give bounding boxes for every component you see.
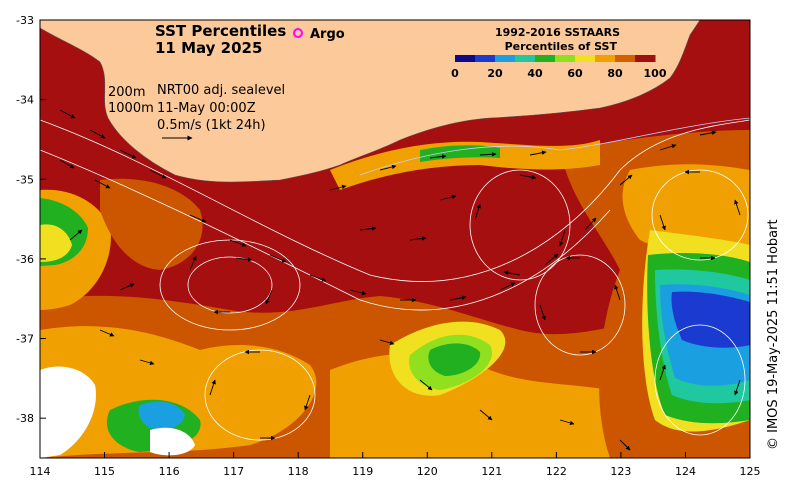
contour-eddy-2 xyxy=(469,169,571,281)
patch-south-deepgreen xyxy=(428,343,481,376)
legend-tick-label: 60 xyxy=(567,67,583,80)
current-vectors xyxy=(59,109,741,451)
patch-sw-blue xyxy=(138,401,185,430)
map-field xyxy=(40,20,750,458)
patch-sw-white xyxy=(40,366,96,458)
depth-200m-label: 200m xyxy=(108,85,145,100)
patch-sw-white2 xyxy=(150,427,195,456)
x-tick-label: 116 xyxy=(159,465,180,478)
sealevel-contours xyxy=(40,117,750,441)
patch-coastal-strip xyxy=(330,140,600,190)
x-tick-label: 114 xyxy=(30,465,51,478)
contour-eddy-6 xyxy=(654,324,746,436)
depth-1000m-label: 1000m xyxy=(108,101,154,116)
legend-swatch xyxy=(475,55,496,62)
argo-marker-icon xyxy=(293,28,303,38)
y-tick-label: -38 xyxy=(16,412,34,425)
x-tick-label: 119 xyxy=(352,465,373,478)
legend-swatch xyxy=(575,55,596,62)
x-tick-label: 120 xyxy=(417,465,438,478)
patch-west-orange2 xyxy=(100,178,203,270)
legend: 1992-2016 SSTAARS Percentiles of SST 0 20… xyxy=(451,26,667,80)
contour-eddy-4 xyxy=(651,169,749,261)
legend-swatch xyxy=(615,55,636,62)
legend-title-2: Percentiles of SST xyxy=(505,40,618,53)
y-axis: -33 -34 -35 -36 -37 -38 xyxy=(16,14,46,425)
patch-coastal-green xyxy=(420,145,500,162)
map-title: SST Percentiles xyxy=(155,22,286,40)
x-tick-label: 122 xyxy=(546,465,567,478)
contour-shelf xyxy=(359,117,750,176)
legend-tick-label: 80 xyxy=(607,67,623,80)
y-tick-label: -33 xyxy=(16,14,34,27)
time-label: 11-May 00:00Z xyxy=(157,101,256,116)
legend-swatch xyxy=(595,55,616,62)
patch-east-blue xyxy=(671,291,750,348)
x-axis: 114 115 116 117 118 119 120 121 122 123 124 125 xyxy=(30,452,761,478)
x-tick-label: 121 xyxy=(481,465,502,478)
contour-current xyxy=(40,119,750,282)
legend-tick-label: 20 xyxy=(487,67,503,80)
contour-eddy-1 xyxy=(187,256,273,314)
legend-title-1: 1992-2016 SSTAARS xyxy=(495,26,620,39)
legend-swatch xyxy=(495,55,516,62)
legend-swatch xyxy=(515,55,536,62)
legend-ticks: 0 20 40 60 80 100 xyxy=(451,67,667,80)
legend-tick-label: 100 xyxy=(644,67,667,80)
x-tick-label: 115 xyxy=(94,465,115,478)
legend-swatch xyxy=(535,55,556,62)
y-tick-label: -37 xyxy=(16,333,34,346)
credit-text: © IMOS 19-May-2025 11:51 Hobart xyxy=(766,219,781,450)
legend-swatch xyxy=(455,55,476,62)
legend-tick-label: 0 xyxy=(451,67,459,80)
x-tick-label: 123 xyxy=(610,465,631,478)
x-tick-label: 117 xyxy=(223,465,244,478)
legend-colorbar xyxy=(455,55,656,62)
y-tick-label: -34 xyxy=(16,94,34,107)
legend-swatch xyxy=(635,55,656,62)
product-label: NRT00 adj. sealevel xyxy=(157,83,285,98)
x-tick-label: 124 xyxy=(675,465,696,478)
patch-west-yellow xyxy=(40,224,72,262)
contour-eddy-5 xyxy=(204,349,316,441)
scale-label: 0.5m/s (1kt 24h) xyxy=(157,118,266,133)
y-tick-label: -36 xyxy=(16,253,34,266)
contour-eddy-3 xyxy=(534,254,626,356)
legend-tick-label: 40 xyxy=(527,67,543,80)
x-tick-label: 118 xyxy=(288,465,309,478)
argo-label: Argo xyxy=(310,27,345,42)
map-date: 11 May 2025 xyxy=(155,39,262,57)
y-tick-label: -35 xyxy=(16,173,34,186)
map-frame xyxy=(39,19,751,459)
x-tick-label: 125 xyxy=(740,465,761,478)
legend-swatch xyxy=(555,55,576,62)
contour-current-2 xyxy=(40,149,611,311)
